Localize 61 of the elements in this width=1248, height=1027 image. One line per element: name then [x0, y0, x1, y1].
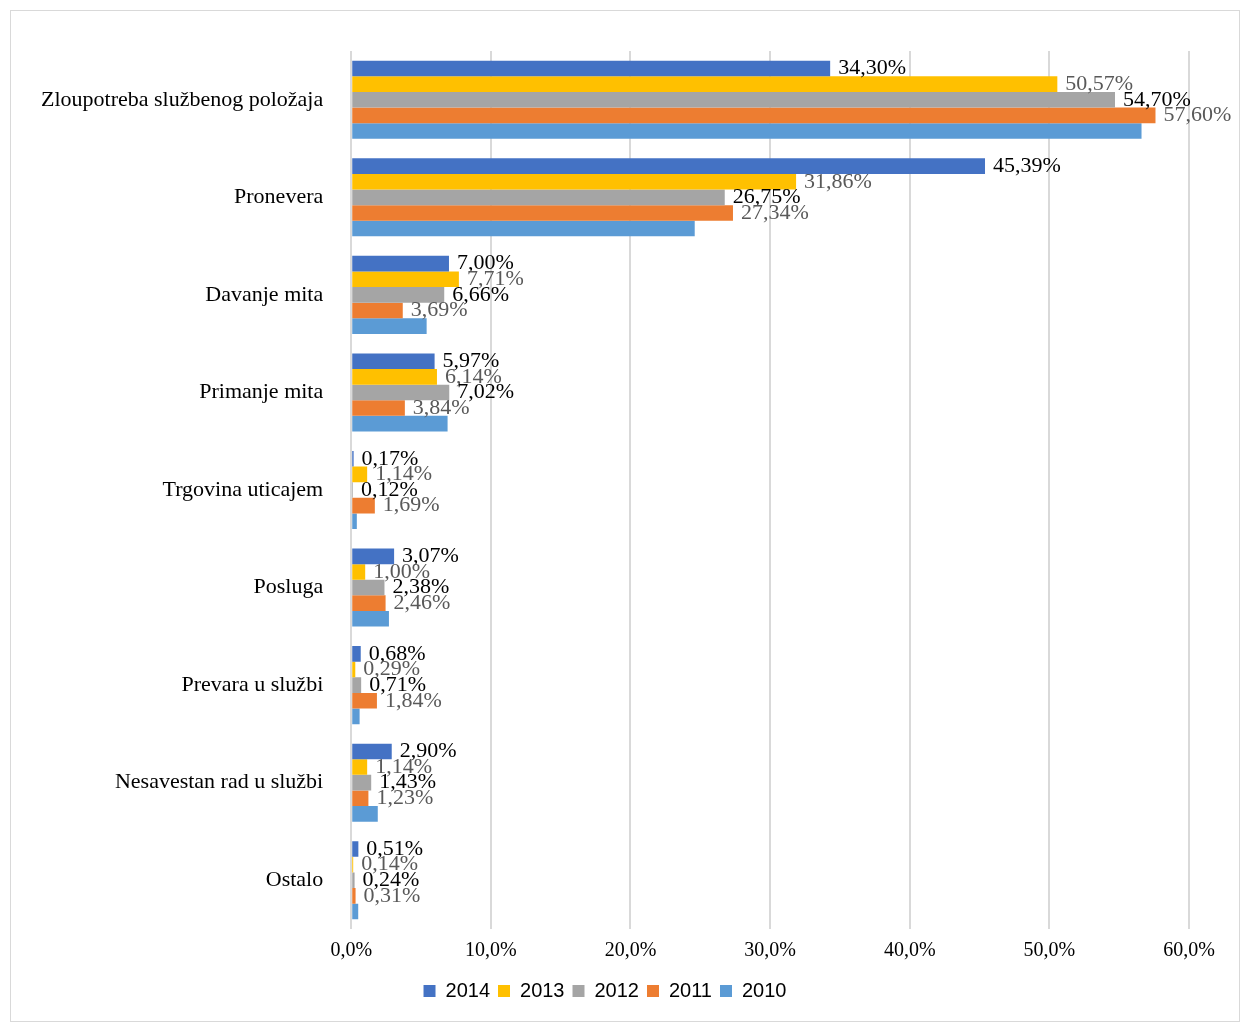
bar [352, 661, 356, 678]
bar [352, 271, 459, 288]
y-tick-label: Posluga [253, 573, 324, 599]
data-label: 45,39% [993, 151, 1061, 177]
bar [352, 384, 450, 401]
bar [352, 595, 386, 611]
y-tick-label: Zloupotreba službenog položaja [40, 85, 324, 111]
x-tick-label: 40,0% [883, 938, 936, 961]
bar [352, 318, 427, 334]
x-tick-label: 60,0% [1163, 938, 1215, 961]
bar [352, 872, 355, 889]
bar [352, 369, 437, 385]
legend-label: 2012 [594, 978, 639, 1001]
bar [352, 841, 359, 857]
bar [352, 173, 797, 190]
y-tick-label: Prevara u službi [181, 670, 324, 696]
y-tick-label: Primanje mita [199, 378, 324, 404]
bar [352, 123, 1142, 139]
bar [352, 302, 403, 319]
bar [352, 513, 357, 530]
bar [352, 646, 361, 662]
bar [352, 774, 372, 791]
y-tick-label: Nesavestan rad u službi [114, 768, 324, 794]
y-tick-label: Pronevera [234, 183, 324, 209]
legend-label: 2013 [520, 978, 565, 1001]
x-tick-label: 30,0% [744, 938, 796, 961]
bar [352, 107, 1156, 124]
bar [352, 205, 733, 221]
bar [352, 497, 375, 514]
y-tick-label: Trgovina uticajem [162, 475, 324, 501]
bar [352, 548, 395, 565]
bar [352, 903, 359, 920]
bar [352, 220, 695, 237]
bar [352, 806, 378, 822]
bar [352, 158, 986, 174]
bar [352, 790, 369, 807]
y-tick-label: Davanje mita [205, 280, 324, 306]
bar [352, 708, 360, 725]
y-tick-label: Ostalo [265, 866, 324, 891]
bar [352, 610, 389, 627]
bar [352, 255, 449, 272]
bar [352, 76, 1058, 92]
legend-label: 2014 [445, 978, 491, 1001]
bar [352, 189, 725, 206]
x-tick-label: 50,0% [1023, 938, 1076, 961]
legend-label: 2010 [742, 978, 787, 1001]
data-label: 31,86% [804, 167, 872, 193]
bar [352, 400, 405, 416]
bar [352, 60, 831, 77]
legend-label: 2011 [668, 978, 712, 1001]
bar [352, 743, 392, 760]
bar [352, 677, 362, 693]
x-tick-label: 20,0% [604, 938, 657, 961]
x-tick-label: 0,0% [330, 938, 373, 961]
bar [352, 564, 366, 580]
bar [352, 287, 445, 303]
bar [352, 759, 368, 775]
bar [352, 888, 356, 904]
bar [352, 353, 435, 370]
data-label: 34,30% [838, 54, 906, 80]
x-tick-label: 10,0% [465, 938, 517, 961]
